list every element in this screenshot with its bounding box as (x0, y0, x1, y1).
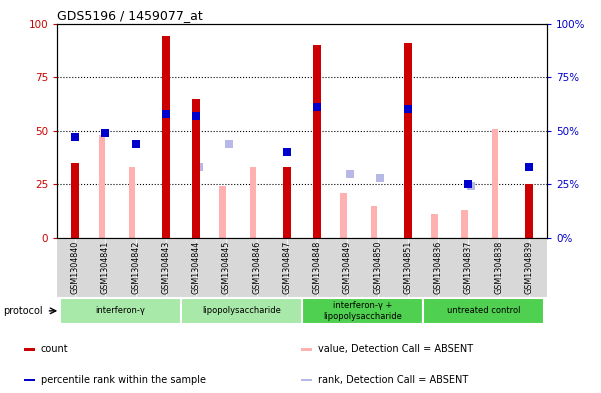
Text: GSM1304836: GSM1304836 (433, 241, 442, 294)
Bar (282, 167, 291, 238)
Text: GSM1304838: GSM1304838 (494, 241, 503, 294)
Bar (313, 45, 322, 238)
Bar (492, 129, 498, 238)
Text: GDS5196 / 1459077_at: GDS5196 / 1459077_at (57, 9, 203, 22)
Bar (192, 99, 200, 238)
Text: value, Detection Call = ABSENT: value, Detection Call = ABSENT (318, 345, 473, 354)
Text: GSM1304839: GSM1304839 (524, 241, 533, 294)
Text: GSM1304844: GSM1304844 (192, 241, 201, 294)
Text: GSM1304842: GSM1304842 (131, 241, 140, 294)
Text: interferon-γ: interferon-γ (96, 307, 145, 315)
Bar (219, 186, 226, 238)
Bar (23, 379, 35, 381)
Text: untreated control: untreated control (447, 307, 520, 315)
Bar (300, 379, 312, 381)
Text: GSM1304843: GSM1304843 (162, 241, 171, 294)
Bar (162, 37, 170, 238)
Text: GSM1304837: GSM1304837 (464, 241, 473, 294)
Bar (302, 298, 423, 324)
Text: protocol: protocol (3, 306, 43, 316)
Text: lipopolysaccharide: lipopolysaccharide (202, 307, 281, 315)
Bar (60, 298, 181, 324)
Text: GSM1304849: GSM1304849 (343, 241, 352, 294)
Text: count: count (41, 345, 69, 354)
Bar (99, 135, 105, 238)
Bar (525, 184, 533, 238)
Bar (462, 210, 468, 238)
Text: GSM1304845: GSM1304845 (222, 241, 231, 294)
Text: percentile rank within the sample: percentile rank within the sample (41, 375, 206, 385)
Bar (431, 214, 438, 238)
Bar (300, 348, 312, 351)
Bar (129, 167, 135, 238)
Bar (71, 163, 79, 238)
Bar (23, 348, 35, 351)
Text: GSM1304841: GSM1304841 (101, 241, 110, 294)
Text: GSM1304848: GSM1304848 (313, 241, 322, 294)
Bar (181, 298, 302, 324)
Text: GSM1304846: GSM1304846 (252, 241, 261, 294)
Bar (404, 43, 412, 238)
Text: rank, Detection Call = ABSENT: rank, Detection Call = ABSENT (318, 375, 468, 385)
Bar (371, 206, 377, 238)
Bar (423, 298, 544, 324)
Bar (249, 167, 257, 238)
Text: GSM1304851: GSM1304851 (403, 241, 412, 294)
Text: GSM1304840: GSM1304840 (71, 241, 80, 294)
Bar (340, 193, 347, 238)
Text: interferon-γ +
lipopolysaccharide: interferon-γ + lipopolysaccharide (323, 301, 402, 321)
Text: GSM1304847: GSM1304847 (282, 241, 291, 294)
Text: GSM1304850: GSM1304850 (373, 241, 382, 294)
